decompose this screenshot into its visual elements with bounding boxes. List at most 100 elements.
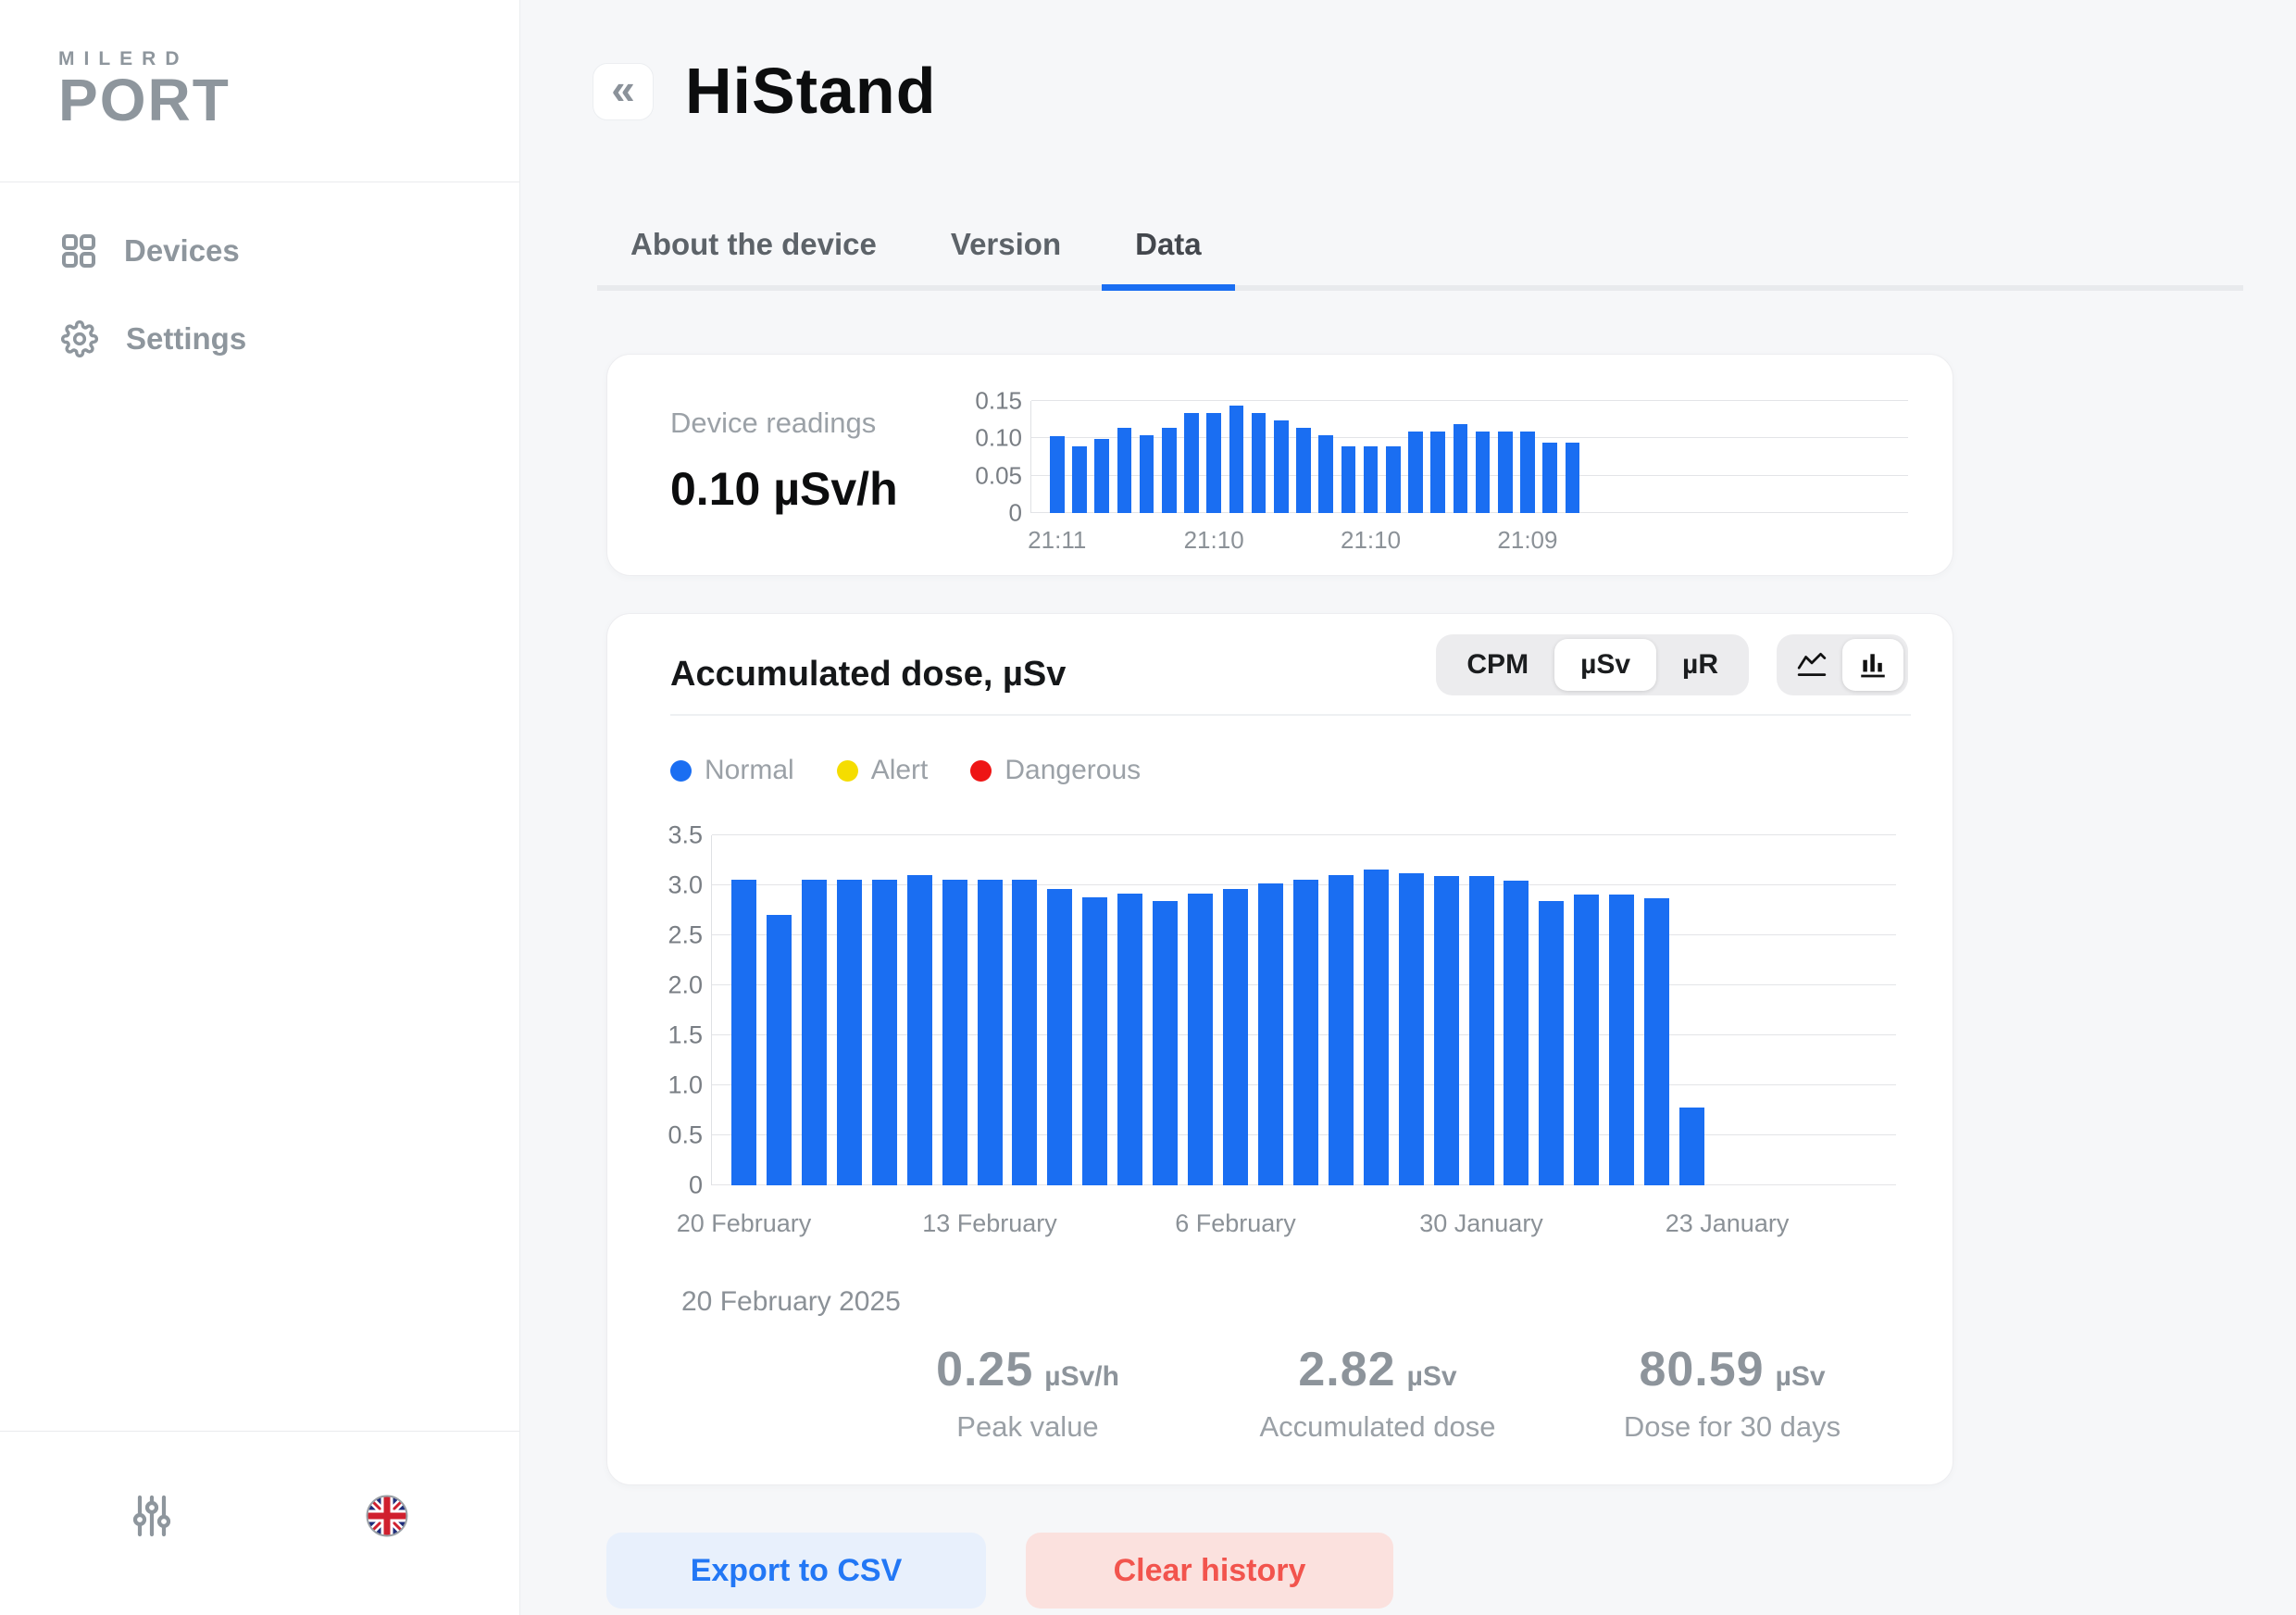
chart-bar (1433, 876, 1459, 1185)
chart-bar (942, 879, 967, 1185)
chart-type-toggle (1777, 634, 1908, 695)
sidebar-nav: Devices Settings (0, 233, 519, 357)
sidebar-item-settings[interactable]: Settings (61, 320, 519, 357)
sliders-icon[interactable] (132, 1494, 171, 1538)
x-axis-tick-label: 21:09 (1497, 526, 1558, 554)
normal-dot-icon (670, 759, 692, 782)
stat-label: Peak value (956, 1410, 1099, 1443)
chart-bar (1644, 898, 1670, 1185)
tab-version[interactable]: Version (950, 227, 1062, 261)
card-divider (670, 714, 1911, 716)
chart-bar (1574, 894, 1600, 1185)
chart-bar (1153, 901, 1179, 1185)
chart-bar (1251, 412, 1267, 513)
bar-chart-icon[interactable] (1842, 639, 1903, 691)
sidebar-item-label: Devices (124, 233, 240, 268)
logo: MILERD PORT (0, 0, 519, 133)
chart-bar (906, 875, 932, 1185)
unit-toggle-usv[interactable]: µSv (1554, 639, 1657, 691)
dose-chart-title: Accumulated dose, µSv (670, 655, 1067, 694)
alert-dot-icon (836, 759, 858, 782)
chart-date: 20 February 2025 (681, 1286, 901, 1317)
logo-brand-top: MILERD (58, 48, 189, 69)
y-axis-tick-label: 2.0 (668, 970, 703, 999)
accumulated-dose-chart: 3.5 3.0 2.5 2.0 1.5 1.0 0.5 0 20 February 13 Febr… (668, 821, 1896, 1237)
chart-bar (1274, 419, 1289, 513)
chart-bar (836, 879, 862, 1185)
stat-unit: µSv (1406, 1361, 1457, 1392)
chart-bar (1468, 876, 1494, 1185)
unit-toggle-cpm[interactable]: CPM (1466, 649, 1529, 680)
y-axis-tick-label: 1.5 (668, 1020, 703, 1049)
y-axis-tick-label: 1.0 (668, 1070, 703, 1099)
chart-legend: Normal Alert Dangerous (670, 755, 1141, 786)
tab-about-the-device[interactable]: About the device (630, 227, 877, 261)
chart-bar (1430, 432, 1445, 513)
chart-bar (1328, 875, 1354, 1185)
chart-bar (1094, 439, 1109, 513)
sidebar-item-label: Settings (126, 321, 247, 356)
chart-bar (1453, 424, 1468, 513)
chart-bar (1408, 432, 1423, 513)
logo-brand-main: PORT (58, 67, 231, 133)
chart-bar (1609, 894, 1635, 1185)
accumulated-dose-card: Accumulated dose, µSv CPM µSv µR (606, 613, 1953, 1485)
y-axis-tick-label: 3.5 (668, 820, 703, 849)
device-readings-label: Device readings (670, 407, 877, 439)
chart-bar (1257, 883, 1283, 1185)
clear-history-button[interactable]: Clear history (1026, 1533, 1393, 1609)
chart-bar (1296, 428, 1311, 513)
chart-bar (1012, 879, 1038, 1185)
sidebar-item-devices[interactable]: Devices (61, 233, 519, 269)
chart-bar (1363, 446, 1379, 513)
x-axis-tick-label: 21:10 (1341, 526, 1402, 554)
chart-bar (1292, 879, 1318, 1185)
chart-bar (1539, 901, 1565, 1185)
chart-bar (871, 879, 897, 1185)
export-to-csv-button[interactable]: Export to CSV (606, 1533, 986, 1609)
page-title: HiStand (685, 55, 937, 127)
x-axis-tick-label: 21:10 (1183, 526, 1244, 554)
chart-bar (1679, 1107, 1705, 1185)
gridline (1031, 512, 1908, 513)
chart-bar (1504, 880, 1529, 1185)
double-chevron-left-icon: « (611, 65, 635, 113)
x-axis-tick-label: 13 February (922, 1209, 1057, 1237)
legend-label: Dangerous (1004, 755, 1142, 785)
uk-flag-icon[interactable] (366, 1495, 408, 1537)
stat-value: 0.25 (936, 1343, 1034, 1396)
chart-bar (1072, 446, 1087, 513)
chart-bar (1223, 889, 1249, 1185)
chart-bar (1082, 896, 1108, 1185)
unit-toggle: CPM µSv µR (1436, 634, 1749, 695)
stat-peak-value: 0.25 µSv/h Peak value (842, 1342, 1213, 1444)
y-axis-tick-label: 0 (1008, 498, 1022, 527)
stat-label: Accumulated dose (1259, 1410, 1496, 1443)
chart-bar (766, 915, 792, 1185)
line-chart-icon[interactable] (1781, 639, 1842, 691)
x-axis-tick-label: 6 February (1175, 1209, 1296, 1237)
y-axis-tick-label: 0.15 (975, 386, 1022, 415)
legend-item-normal: Normal (670, 755, 794, 786)
chart-bar (1565, 443, 1580, 513)
gridline (712, 834, 1896, 835)
y-axis-tick-label: 2.5 (668, 920, 703, 949)
chart-bar (1542, 443, 1557, 513)
gridline (1031, 437, 1908, 439)
chart-bar (1498, 432, 1513, 513)
chart-bar (977, 879, 1003, 1185)
y-axis-tick-label: 0.5 (668, 1120, 703, 1149)
gridline (1031, 400, 1908, 401)
chart-bar (1139, 435, 1154, 513)
stat-unit: µSv/h (1044, 1361, 1119, 1392)
collapse-back-button[interactable]: « (593, 63, 654, 120)
y-axis-tick-label: 0.05 (975, 461, 1022, 490)
tab-data[interactable]: Data (1102, 213, 1235, 291)
stat-value: 2.82 (1298, 1343, 1396, 1396)
chart-bar (1162, 428, 1177, 513)
unit-toggle-ur[interactable]: µR (1682, 649, 1718, 680)
y-axis-tick-label: 0.10 (975, 423, 1022, 452)
chart-bar (1520, 432, 1535, 513)
x-axis-tick-label: 23 January (1665, 1209, 1790, 1237)
